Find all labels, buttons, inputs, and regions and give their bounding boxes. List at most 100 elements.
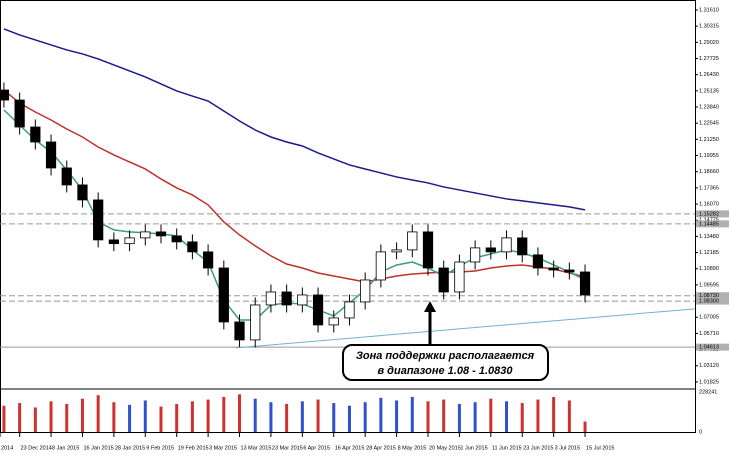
volume-bar bbox=[65, 403, 69, 432]
candle-body bbox=[328, 317, 339, 326]
level-label-box bbox=[696, 292, 729, 300]
y-tick-label: 1.22545 bbox=[699, 121, 719, 127]
candle-body bbox=[108, 239, 119, 245]
x-tick-label: 8 Jan 2015 bbox=[52, 445, 79, 451]
volume-bar bbox=[285, 403, 289, 432]
volume-bar bbox=[552, 396, 556, 432]
volume-bar bbox=[489, 398, 493, 432]
candle-body bbox=[470, 247, 481, 263]
volume-bar bbox=[18, 403, 22, 432]
x-tick-label: 16 Apr 2015 bbox=[335, 445, 365, 451]
y-tick-label: 1.12185 bbox=[699, 250, 719, 256]
y-tick-label: 1.09595 bbox=[699, 282, 719, 288]
trendline bbox=[235, 308, 696, 349]
x-tick-label: 28 Apr 2015 bbox=[366, 445, 396, 451]
candle-body bbox=[171, 235, 182, 243]
x-tick-label: 13 Mar 2015 bbox=[241, 445, 272, 451]
volume-bar bbox=[379, 397, 383, 432]
candle-body bbox=[155, 231, 167, 237]
candle-body bbox=[93, 199, 104, 241]
y-tick-label: 1.23840 bbox=[699, 104, 719, 110]
volume-bar bbox=[426, 401, 430, 432]
candle-body bbox=[548, 267, 559, 271]
candle-body bbox=[187, 241, 198, 253]
x-tick-label: 23 Jun 2015 bbox=[523, 445, 553, 451]
annotation-box bbox=[342, 344, 549, 381]
y-tick-label: 1.07005 bbox=[699, 315, 719, 321]
x-tick-label: 20 May 2015 bbox=[429, 445, 461, 451]
volume-tick-label: 228241 bbox=[699, 389, 717, 395]
volume-bar bbox=[175, 403, 179, 432]
volume-bar bbox=[253, 398, 257, 432]
volume-bar bbox=[96, 395, 100, 432]
volume-bar bbox=[206, 399, 210, 432]
volume-bar bbox=[238, 394, 242, 432]
level-label: 1.04613 bbox=[699, 345, 719, 351]
annotation-text: в диапазоне 1.08 - 1.0830 bbox=[377, 365, 513, 377]
volume-bar bbox=[316, 399, 320, 432]
volume-bar bbox=[80, 398, 84, 432]
volume-bar bbox=[222, 396, 226, 432]
candle-body bbox=[360, 279, 371, 303]
level-label-box bbox=[696, 220, 729, 228]
x-tick-label: 28 Jan 2015 bbox=[115, 445, 145, 451]
x-tick-label: 6 Apr 2015 bbox=[303, 445, 330, 451]
moving-average bbox=[3, 28, 586, 211]
volume-bar bbox=[457, 403, 461, 432]
candle-body bbox=[344, 301, 355, 319]
y-tick-label: 1.19955 bbox=[699, 153, 719, 159]
layer: 1.018251.031201.044151.057101.070051.083… bbox=[0, 7, 729, 451]
volume-bar bbox=[159, 406, 163, 432]
volume-bar bbox=[505, 401, 509, 432]
x-tick-label: 11 Jun 2015 bbox=[492, 445, 522, 451]
candle-body bbox=[375, 251, 386, 281]
candle-body bbox=[202, 251, 214, 269]
volume-bar bbox=[567, 400, 571, 432]
volume-bar bbox=[410, 396, 414, 432]
moving-average bbox=[3, 89, 586, 283]
candle-body bbox=[61, 167, 72, 186]
x-tick-label: 1 Jun 2015 bbox=[460, 445, 487, 451]
x-tick-label: 23 Mar 2015 bbox=[272, 445, 303, 451]
candle-body bbox=[485, 247, 496, 253]
y-tick-label: 1.17365 bbox=[699, 185, 719, 191]
y-tick-label: 1.13480 bbox=[699, 234, 719, 240]
x-tick-label: 19 Feb 2015 bbox=[178, 445, 209, 451]
level-label: 1.08730 bbox=[699, 293, 719, 299]
y-tick-label: 1.16070 bbox=[699, 202, 719, 208]
volume-bar bbox=[49, 401, 53, 432]
y-tick-label: 1.05710 bbox=[699, 331, 719, 337]
y-tick-label: 1.26430 bbox=[699, 72, 719, 78]
volume-tick-label: 0 bbox=[699, 429, 702, 435]
candle-body bbox=[454, 261, 465, 293]
y-tick-label: 1.03120 bbox=[699, 363, 719, 369]
candle-body bbox=[250, 304, 261, 341]
x-tick-label: 16 Jan 2015 bbox=[83, 445, 113, 451]
candle-body bbox=[579, 271, 591, 296]
level-label: 1.15282 bbox=[699, 211, 719, 217]
level-label: 1.14485 bbox=[699, 221, 719, 227]
volume-bar bbox=[347, 405, 351, 432]
volume-bar bbox=[128, 404, 132, 432]
candle-body bbox=[218, 267, 229, 323]
y-tick-label: 1.21250 bbox=[699, 137, 719, 143]
volume-bar bbox=[395, 400, 399, 432]
candle-body bbox=[281, 291, 292, 306]
x-tick-label: 9 Feb 2015 bbox=[146, 445, 174, 451]
y-tick-label: 1.30315 bbox=[699, 24, 719, 30]
candle-body bbox=[438, 267, 449, 293]
x-tick-label: 3 Jul 2015 bbox=[555, 445, 580, 451]
candle-body bbox=[140, 231, 151, 239]
y-tick-label: 1.27725 bbox=[699, 56, 719, 62]
candle-body bbox=[422, 231, 434, 269]
x-tick-label: 2014 bbox=[1, 445, 13, 451]
x-tick-label: 8 May 2015 bbox=[398, 445, 427, 451]
volume-bar bbox=[332, 403, 336, 432]
level-label-box bbox=[696, 343, 729, 351]
y-tick-label: 1.31610 bbox=[699, 7, 719, 13]
volume-bar bbox=[473, 402, 477, 432]
volume-bar bbox=[269, 402, 273, 432]
level-label-box bbox=[696, 210, 729, 218]
